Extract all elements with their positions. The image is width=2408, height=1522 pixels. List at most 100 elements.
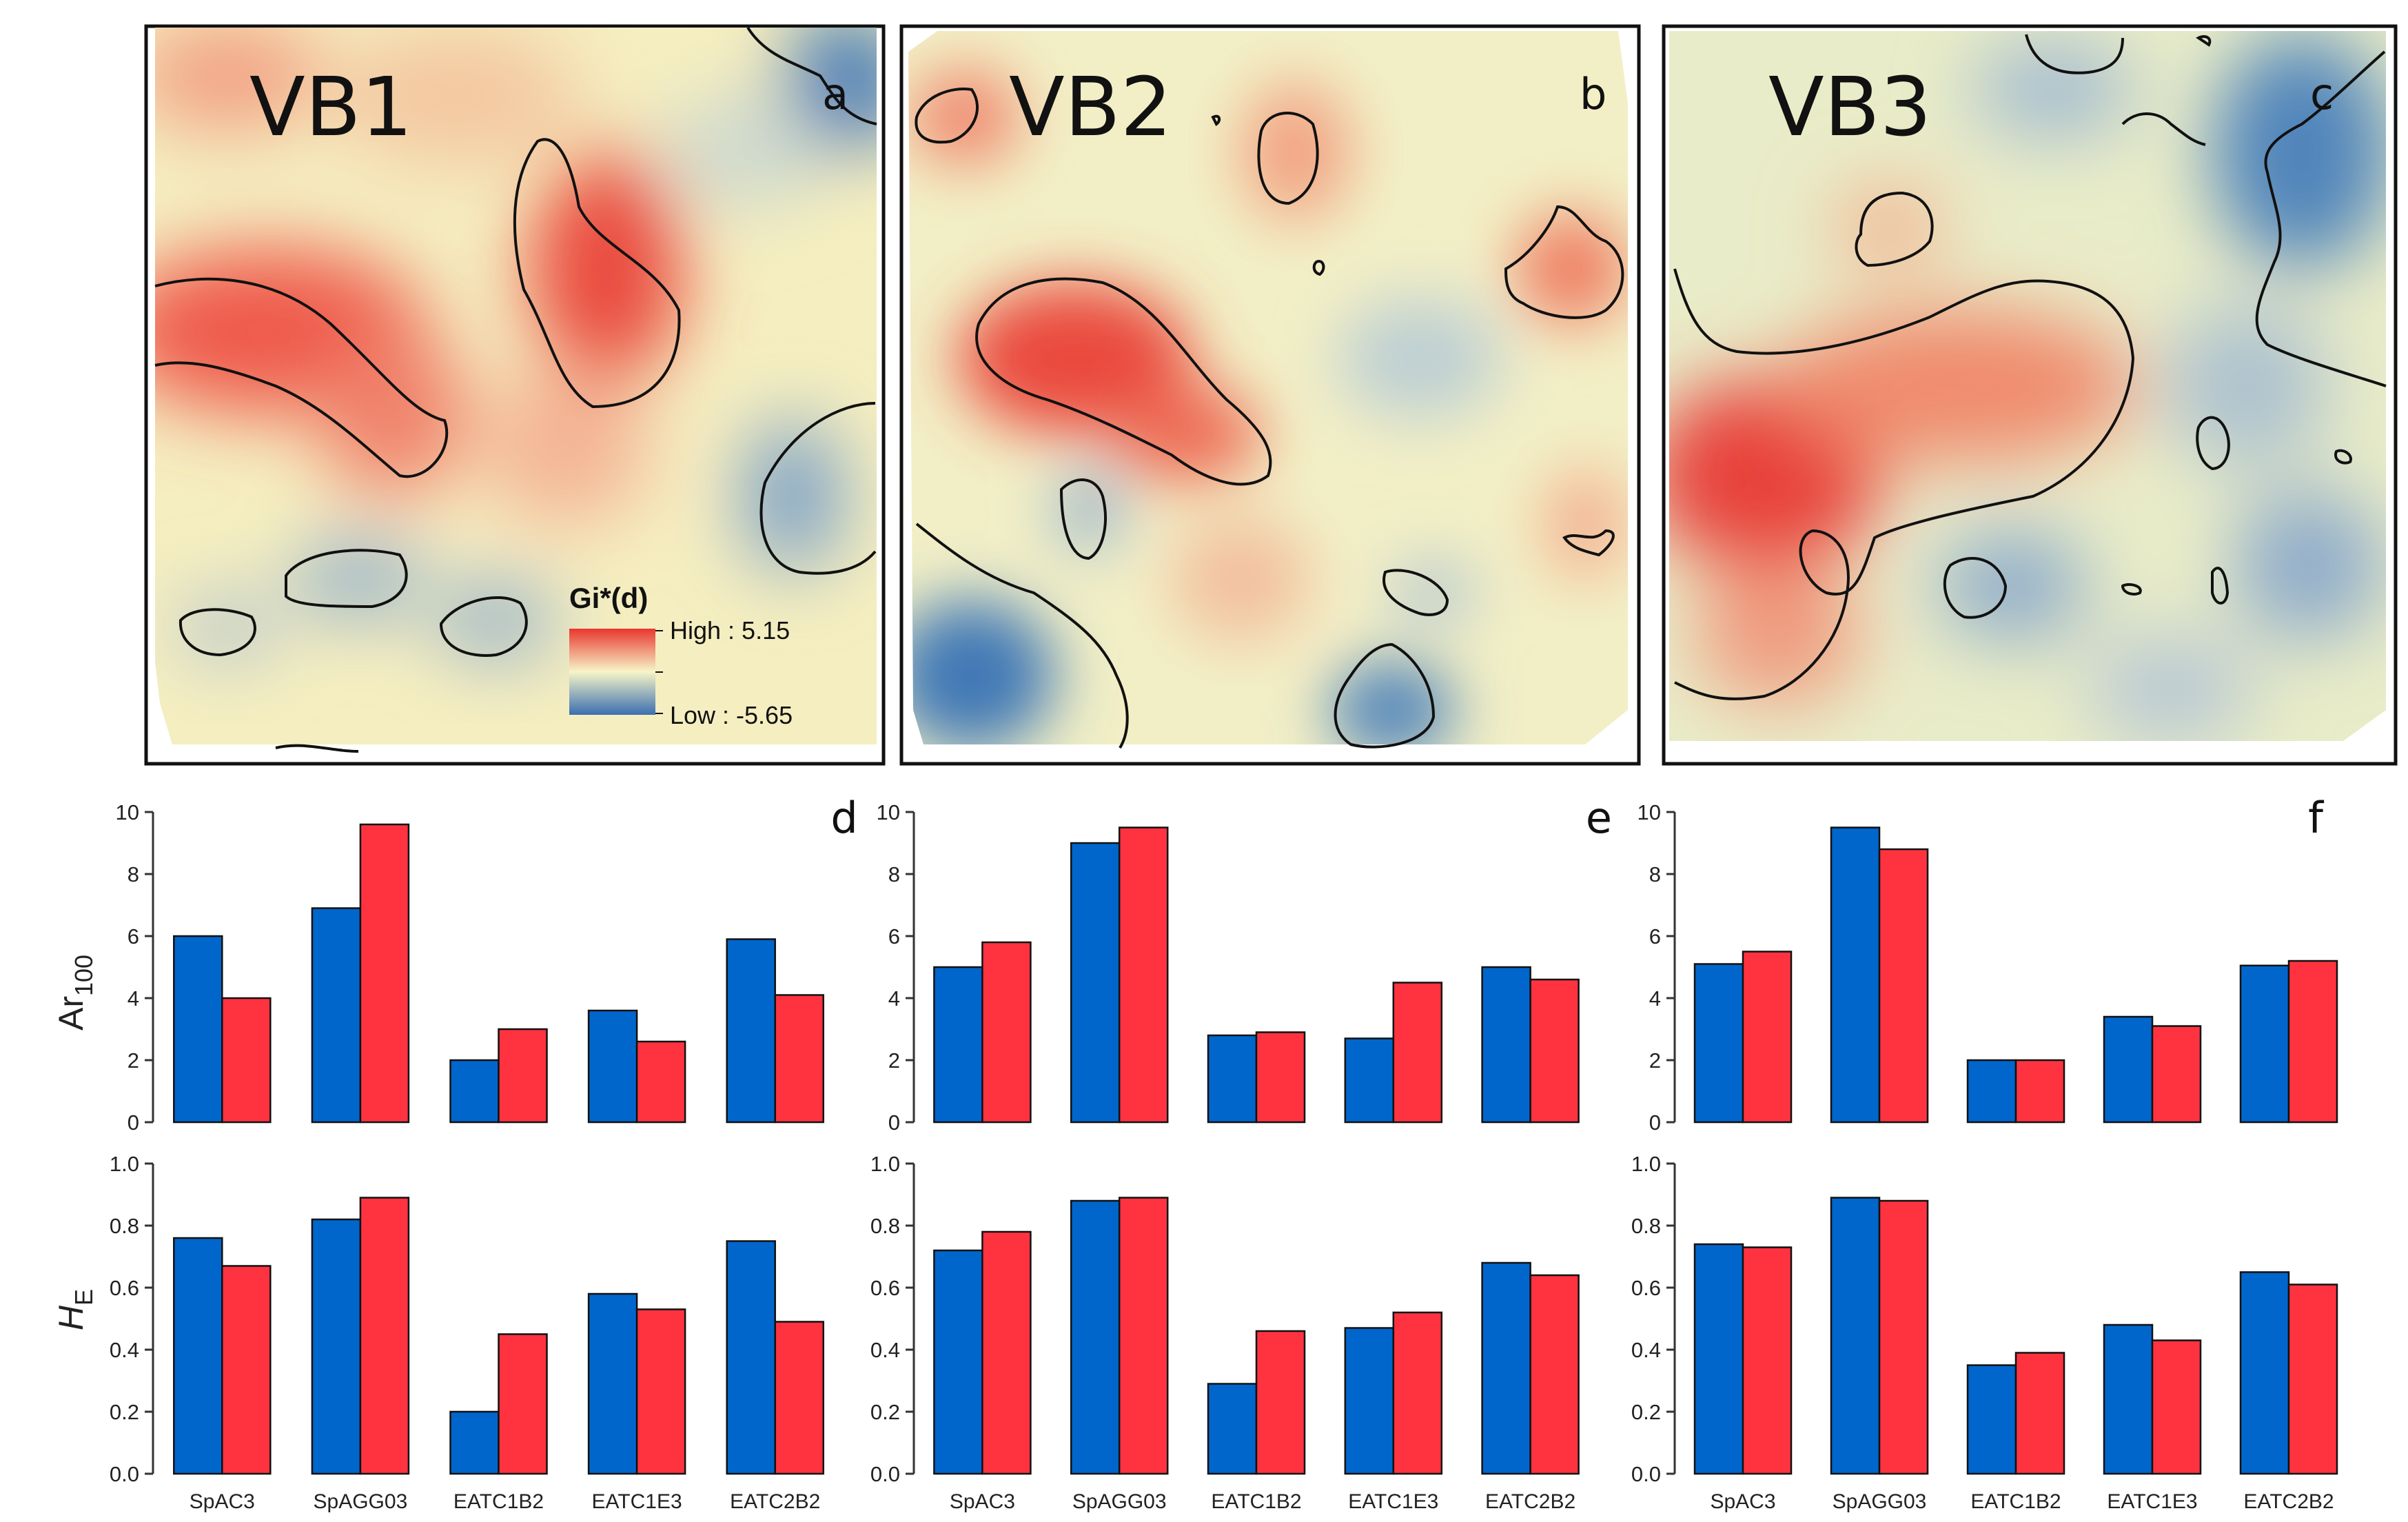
bar-red-SpAC3 — [221, 1265, 272, 1475]
bar-charts: 0 2 4 6 8 10 d 0 2 4 6 8 10 e 0 2 4 6 8 10 f 0.0 0.2 0.4 0.6 0.8 1… — [110, 793, 2338, 1513]
y-tick-label: 0 — [1649, 1110, 1661, 1135]
bar-blue-EATC1B2 — [449, 1059, 500, 1124]
bar-red-EATC2B2 — [1529, 1274, 1580, 1475]
ylabel-he-sub: E — [70, 1289, 98, 1306]
x-category-label: SpAGG03 — [314, 1490, 408, 1513]
bar-chart-he-2: 0.0 0.2 0.4 0.6 0.8 1.0 SpAC3 SpAGG03 EATC1B2 EAT… — [870, 1152, 1580, 1513]
x-category-label: SpAC3 — [950, 1490, 1015, 1513]
y-tick-label: 0.4 — [870, 1338, 900, 1362]
x-category-label: SpAGG03 — [1072, 1490, 1167, 1513]
map-letter-c: c — [2310, 69, 2334, 119]
chart-letter-f: f — [2308, 793, 2325, 843]
y-tick-label: 0.6 — [1631, 1276, 1661, 1300]
bar-blue-EATC1B2 — [1966, 1364, 2017, 1475]
bar-red-EATC1E3 — [635, 1040, 686, 1124]
y-tick-label: 2 — [1649, 1048, 1661, 1073]
y-tick-label: 0.0 — [870, 1462, 900, 1486]
y-tick-label: 10 — [877, 800, 900, 824]
y-tick-label: 8 — [1649, 862, 1661, 886]
y-tick-label: 0.6 — [870, 1276, 900, 1300]
y-tick-label: 2 — [888, 1048, 900, 1073]
bar-blue-EATC1B2 — [1207, 1034, 1258, 1124]
bar-blue-SpAGG03 — [311, 907, 362, 1124]
bar-red-EATC2B2 — [774, 1321, 824, 1475]
y-tick-label: 6 — [888, 924, 900, 948]
bar-blue-SpAC3 — [173, 1237, 223, 1475]
bar-red-EATC1E3 — [635, 1308, 686, 1475]
chart-letter-d: d — [830, 793, 857, 843]
bar-red-EATC1E3 — [2151, 1025, 2202, 1124]
bar-chart-he-3: 0.0 0.2 0.4 0.6 0.8 1.0 SpAC3 SpAGG03 EATC1B2 EAT… — [1631, 1152, 2338, 1513]
bar-red-EATC2B2 — [774, 994, 824, 1124]
y-tick-label: 4 — [127, 986, 139, 1011]
x-category-label: EATC2B2 — [730, 1490, 820, 1513]
bar-red-EATC1E3 — [2151, 1339, 2202, 1475]
y-tick-label: 2 — [127, 1048, 139, 1073]
x-category-label: SpAC3 — [1710, 1490, 1775, 1513]
map-title-vb3: VB3 — [1768, 59, 1932, 154]
x-category-label: SpAC3 — [190, 1490, 255, 1513]
y-tick-label: 0.0 — [1631, 1462, 1661, 1486]
bar-red-SpAGG03 — [1878, 848, 1929, 1124]
bar-red-EATC2B2 — [2287, 1283, 2338, 1475]
contours-vb2 — [915, 88, 1624, 749]
bar-red-EATC1B2 — [2014, 1352, 2065, 1475]
bar-red-EATC2B2 — [2287, 960, 2338, 1124]
bar-red-SpAC3 — [981, 941, 1032, 1124]
contours-vb1 — [154, 26, 877, 753]
map-panel-vb3: VB3 c — [1662, 24, 2398, 766]
bar-blue-SpAGG03 — [1830, 1197, 1881, 1475]
ylabel-ar-main: Ar — [52, 996, 90, 1031]
y-tick-label: 6 — [1649, 924, 1661, 948]
bar-blue-SpAGG03 — [1070, 1199, 1121, 1475]
contours-vb3 — [1673, 34, 2387, 700]
y-tick-label: 0.8 — [110, 1214, 139, 1238]
bar-red-SpAC3 — [1742, 951, 1793, 1124]
bar-red-SpAC3 — [981, 1230, 1032, 1475]
heatmap-surface-vb1 — [155, 28, 877, 744]
x-category-label: EATC2B2 — [2243, 1490, 2334, 1513]
y-tick-label: 6 — [127, 924, 139, 948]
ylabel-ar100: Ar100 — [52, 955, 98, 1031]
y-tick-label: 0.8 — [870, 1214, 900, 1238]
bar-red-SpAC3 — [1742, 1246, 1793, 1475]
bar-blue-SpAGG03 — [1830, 826, 1881, 1124]
bar-chart-e: 0 2 4 6 8 10 e — [877, 793, 1613, 1135]
bar-blue-EATC2B2 — [726, 1240, 776, 1475]
y-tick-label: 0.6 — [110, 1276, 139, 1300]
svg-text:HE: HE — [52, 1289, 98, 1330]
ylabel-he-main: H — [52, 1305, 90, 1330]
legend-color-ramp — [569, 629, 655, 715]
bar-blue-SpAC3 — [933, 1249, 983, 1475]
x-category-label: EATC1B2 — [453, 1490, 544, 1513]
x-category-label: SpAGG03 — [1833, 1490, 1927, 1513]
svg-text:Ar100: Ar100 — [52, 955, 98, 1031]
y-tick-label: 0 — [888, 1110, 900, 1135]
y-tick-label: 0 — [127, 1110, 139, 1135]
map-letter-a: a — [822, 69, 848, 119]
bar-red-SpAC3 — [221, 997, 272, 1124]
heatmap-surface-vb3 — [1669, 31, 2386, 741]
bar-blue-EATC2B2 — [726, 938, 776, 1124]
y-tick-label: 0.2 — [1631, 1400, 1661, 1424]
bar-blue-SpAC3 — [173, 935, 223, 1124]
bar-red-SpAGG03 — [359, 1197, 410, 1475]
bar-red-SpAGG03 — [1118, 1197, 1169, 1475]
x-category-label: EATC2B2 — [1485, 1490, 1575, 1513]
y-tick-label: 10 — [116, 800, 139, 824]
bar-red-EATC1E3 — [1392, 982, 1443, 1124]
y-tick-label: 0.2 — [870, 1400, 900, 1424]
legend-title: Gi*(d) — [569, 582, 648, 614]
ylabel-he: HE — [52, 1289, 98, 1330]
map-title-vb1: VB1 — [249, 59, 413, 154]
y-tick-label: 0.4 — [110, 1338, 139, 1362]
chart-letter-e: e — [1586, 793, 1612, 843]
y-tick-label: 0.0 — [110, 1462, 139, 1486]
x-category-label: EATC1E3 — [592, 1490, 682, 1513]
bar-blue-SpAC3 — [1693, 1243, 1744, 1475]
bar-red-EATC1B2 — [498, 1028, 548, 1124]
y-tick-label: 4 — [1649, 986, 1661, 1011]
bar-blue-SpAC3 — [1693, 963, 1744, 1124]
bar-blue-EATC1B2 — [1966, 1059, 2017, 1124]
y-tick-label: 0.8 — [1631, 1214, 1661, 1238]
